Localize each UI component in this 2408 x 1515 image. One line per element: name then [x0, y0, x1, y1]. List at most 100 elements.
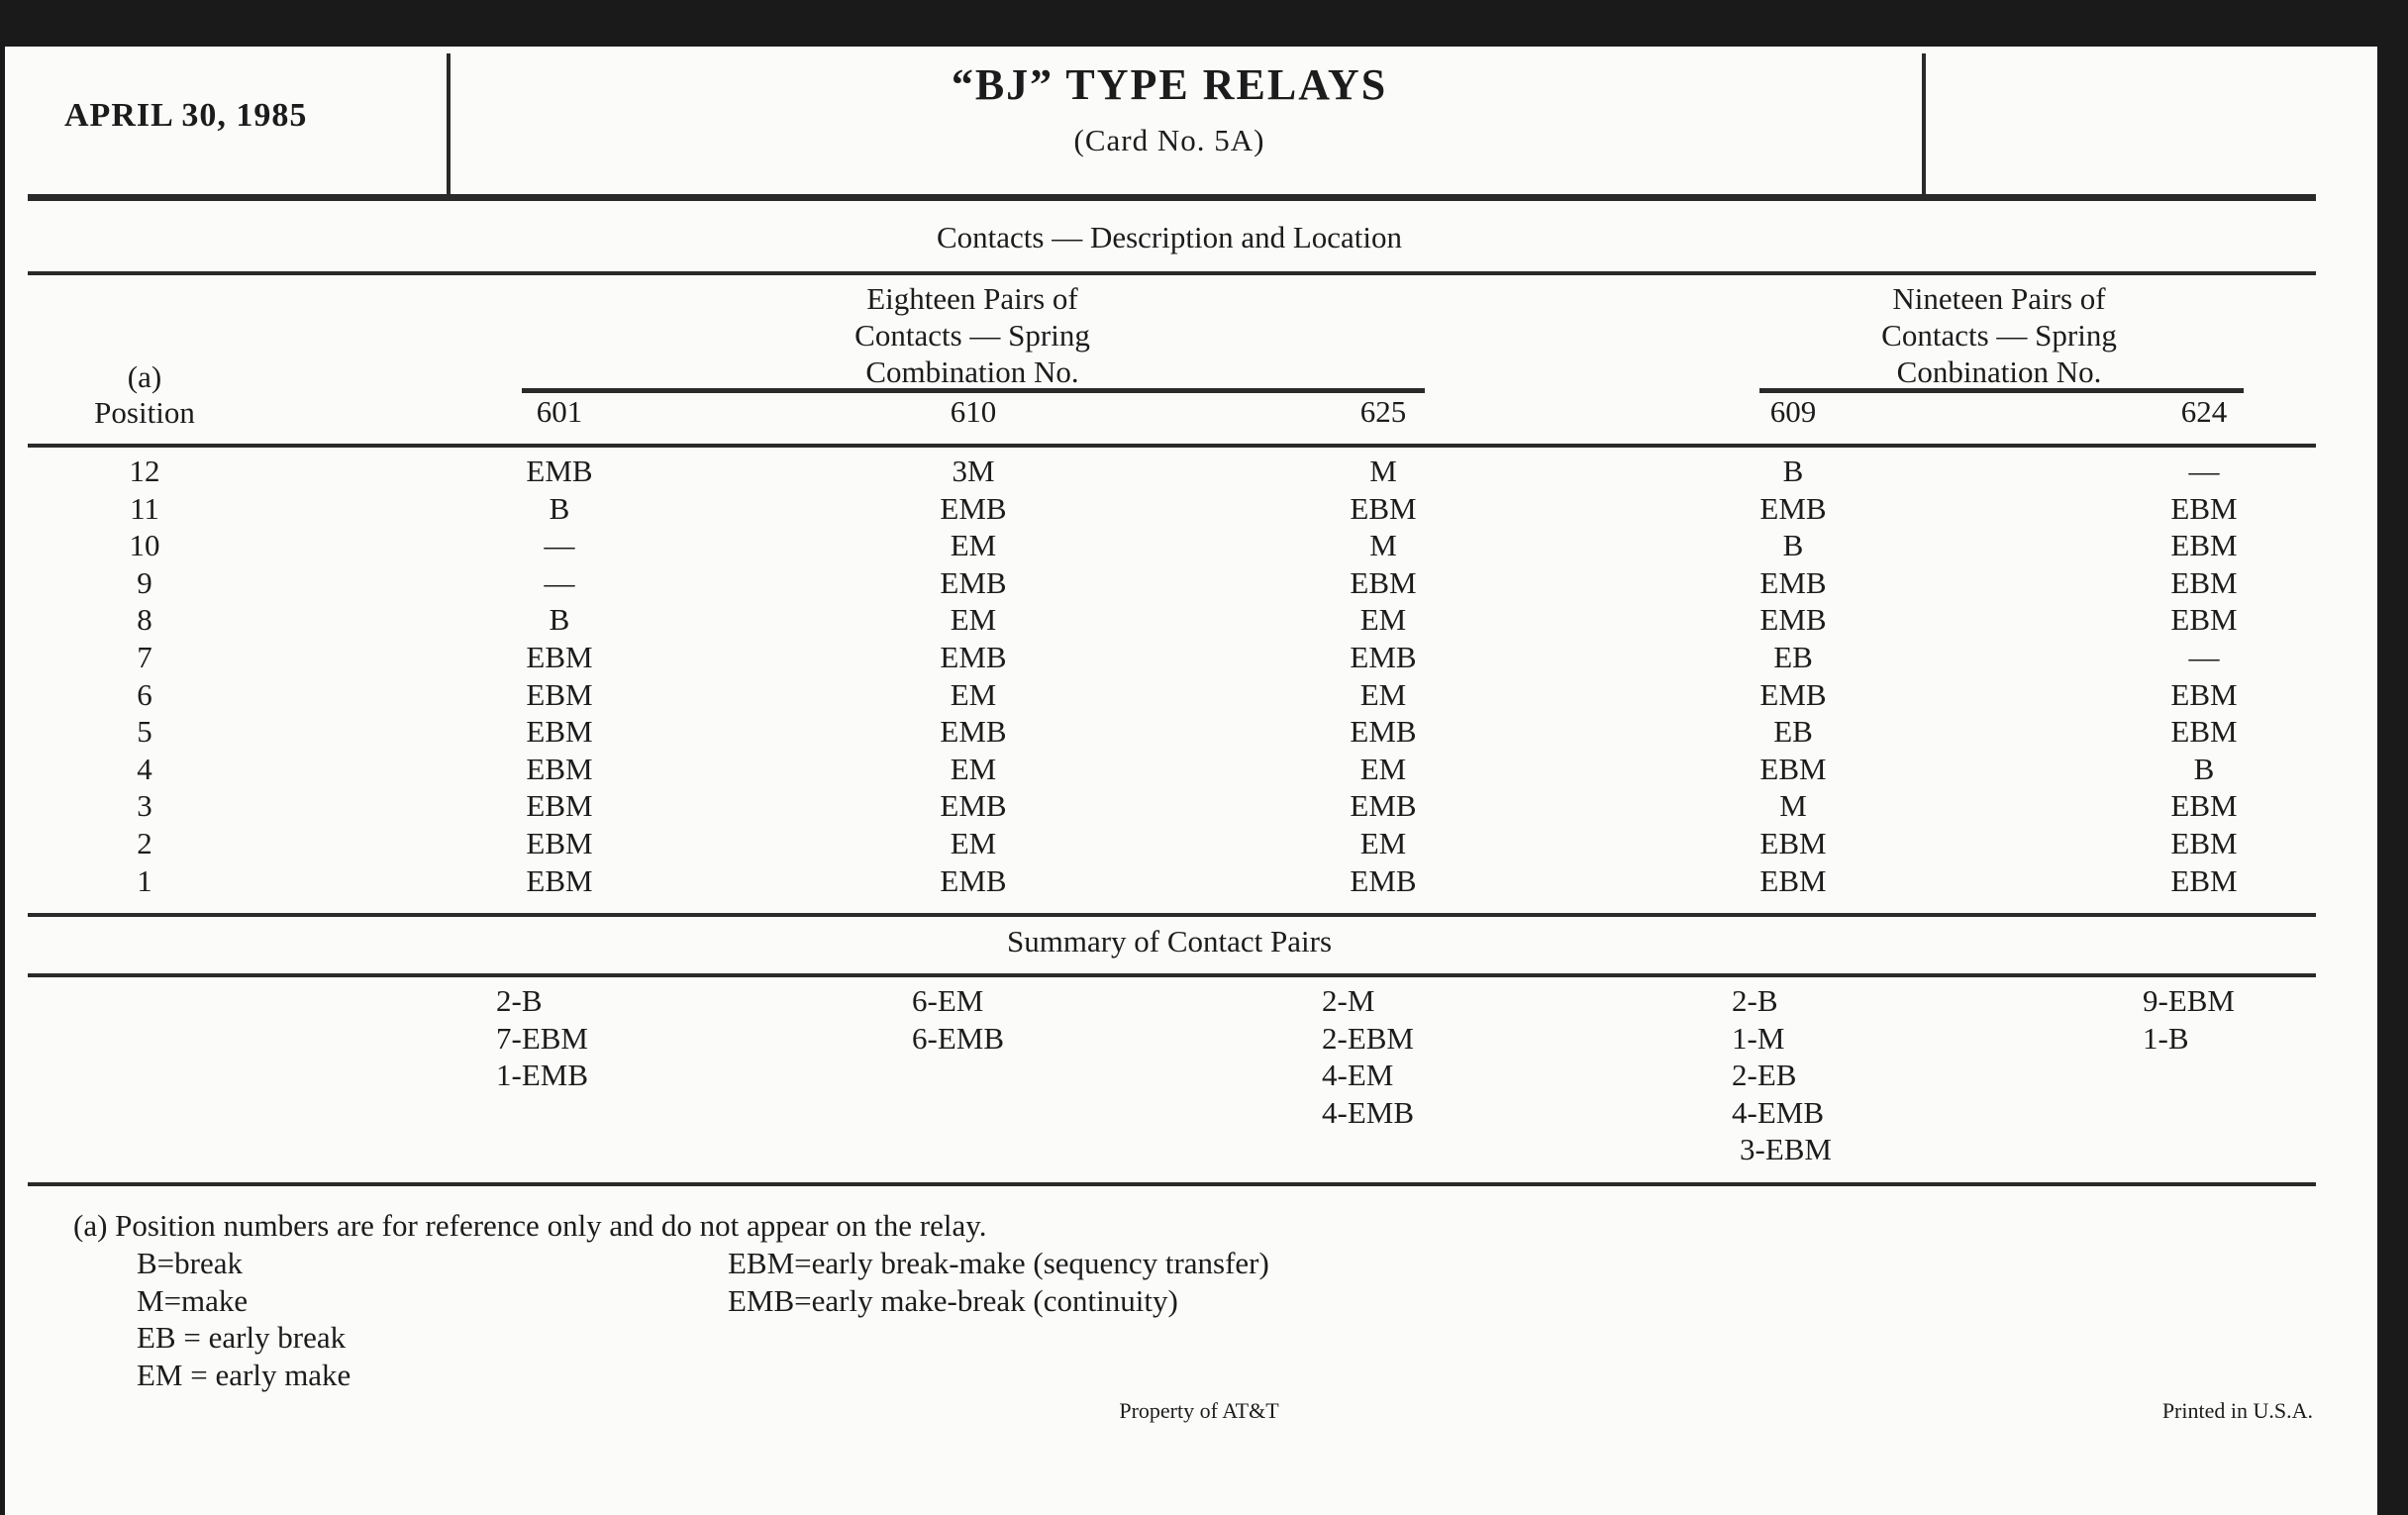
- contact-cell: EM: [1359, 826, 1407, 860]
- header-divider-left: [447, 53, 451, 197]
- summary-item: 2-M: [1322, 983, 1375, 1018]
- contact-cell: EBM: [2170, 490, 2238, 526]
- summary-item: 3-EBM: [1740, 1132, 1832, 1167]
- contact-cell: EBM: [526, 826, 593, 860]
- contact-cell: EMB: [940, 862, 1007, 898]
- card-title: “BJ” TYPE RELAYS: [951, 60, 1388, 109]
- contact-cell: EBM: [2170, 528, 2238, 563]
- position-header-a: (a): [127, 359, 162, 394]
- contact-cell: —: [544, 528, 575, 563]
- contact-cell: EMB: [940, 640, 1007, 674]
- contact-cell: EM: [950, 826, 997, 860]
- position-cell: 7: [137, 640, 152, 674]
- summary-item: 9-EBM: [2143, 983, 2235, 1018]
- contact-cell: EMB: [1759, 676, 1827, 712]
- summary-bottom-rule: [28, 1182, 2316, 1186]
- contact-cell: EBM: [2170, 602, 2238, 638]
- contact-cell: 3M: [952, 454, 995, 488]
- position-cell: 11: [130, 490, 159, 526]
- column-header: 625: [1359, 394, 1407, 429]
- contact-cell: EBM: [526, 714, 593, 750]
- contact-cell: EMB: [526, 454, 593, 488]
- contact-cell: M: [1779, 788, 1807, 824]
- contact-cell: EMB: [940, 564, 1007, 600]
- group-header-line: Nineteen Pairs of: [1892, 281, 2106, 316]
- column-header: 624: [2180, 394, 2228, 429]
- contact-cell: EM: [950, 528, 997, 563]
- legend-item: M=make: [137, 1282, 249, 1318]
- position-header: Position: [94, 395, 195, 430]
- contact-cell: EM: [1359, 676, 1407, 712]
- contact-cell: EMB: [1350, 788, 1417, 824]
- contact-cell: M: [1369, 528, 1397, 563]
- summary-rule: [28, 973, 2316, 977]
- contact-cell: EBM: [526, 751, 593, 786]
- summary-item: 6-EMB: [912, 1020, 1004, 1056]
- contact-cell: EBM: [2170, 676, 2238, 712]
- summary-item: 4-EMB: [1732, 1094, 1824, 1130]
- contact-cell: —: [2188, 640, 2220, 674]
- section-rule: [28, 271, 2316, 275]
- group-header-line: Contacts — Spring: [1881, 318, 2117, 353]
- contact-cell: EBM: [2170, 564, 2238, 600]
- legend-item: EBM=early break-make (sequency transfer): [728, 1246, 1269, 1280]
- contact-cell: EM: [1359, 751, 1407, 786]
- position-cell: 9: [137, 564, 152, 600]
- contact-cell: B: [1782, 454, 1804, 488]
- contact-cell: —: [544, 564, 575, 600]
- legend-item: EMB=early make-break (continuity): [728, 1282, 1178, 1318]
- contact-cell: EMB: [1759, 564, 1827, 600]
- card-subtitle: (Card No. 5A): [1073, 123, 1265, 157]
- legend-item: B=break: [137, 1246, 244, 1280]
- legend-item: EB = early break: [137, 1320, 347, 1356]
- contact-cell: B: [549, 490, 570, 526]
- group-header-line: Eighteen Pairs of: [866, 281, 1078, 316]
- contact-cell: EBM: [2170, 788, 2238, 824]
- contact-cell: EBM: [2170, 714, 2238, 750]
- position-cell: 8: [137, 602, 152, 638]
- contact-cell: EBM: [526, 640, 593, 674]
- contact-cell: EMB: [1759, 490, 1827, 526]
- footer-property: Property of AT&T: [1119, 1398, 1279, 1423]
- column-header: 609: [1769, 394, 1817, 429]
- contact-cell: EB: [1773, 714, 1813, 750]
- contact-cell: EBM: [526, 788, 593, 824]
- contact-cell: B: [2193, 751, 2215, 786]
- summary-item: 1-B: [2143, 1020, 2189, 1056]
- position-cell: 5: [137, 714, 152, 750]
- position-cell: 6: [137, 676, 152, 712]
- contact-cell: EBM: [1759, 862, 1827, 898]
- contact-cell: EBM: [526, 862, 593, 898]
- position-cell: 4: [137, 751, 152, 786]
- position-cell: 2: [137, 826, 152, 860]
- section-title: Contacts — Description and Location: [936, 220, 1403, 254]
- contact-cell: B: [1782, 528, 1804, 563]
- contact-cell: EBM: [1350, 490, 1417, 526]
- summary-item: 2-EBM: [1322, 1020, 1414, 1056]
- header-divider-right: [1922, 53, 1926, 197]
- group-header-line: Contacts — Spring: [854, 318, 1090, 353]
- group-underline-eighteen: [522, 388, 1425, 393]
- position-cell: 10: [129, 528, 160, 563]
- contact-cell: EBM: [1350, 564, 1417, 600]
- contact-cell: EMB: [940, 490, 1007, 526]
- summary-item: 2-EB: [1732, 1058, 1797, 1093]
- summary-item: 6-EM: [912, 983, 984, 1018]
- summary-title: Summary of Contact Pairs: [1006, 924, 1333, 959]
- summary-item: 2-B: [1732, 983, 1778, 1018]
- position-cell: 12: [129, 454, 160, 488]
- contact-cell: EM: [1359, 602, 1407, 638]
- contact-cell: EM: [950, 602, 997, 638]
- contact-cell: EBM: [2170, 826, 2238, 860]
- contact-cell: EM: [950, 676, 997, 712]
- position-cell: 3: [137, 788, 152, 824]
- contact-cell: B: [549, 602, 570, 638]
- summary-item: 1-EMB: [496, 1058, 588, 1093]
- footer-printed: Printed in U.S.A.: [2161, 1398, 2313, 1423]
- contact-cell: —: [2188, 454, 2220, 488]
- contact-cell: EM: [950, 751, 997, 786]
- column-header: 610: [950, 394, 997, 429]
- table-bottom-rule: [28, 913, 2316, 917]
- contact-cell: M: [1369, 454, 1397, 488]
- summary-item: 4-EM: [1322, 1058, 1394, 1093]
